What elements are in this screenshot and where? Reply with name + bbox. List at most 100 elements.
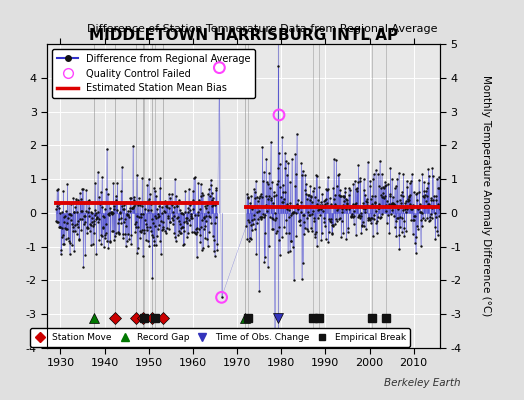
Point bbox=[198, 190, 206, 196]
Point bbox=[340, 198, 348, 204]
Point bbox=[250, 189, 259, 196]
Point bbox=[209, 195, 217, 202]
Point bbox=[377, 185, 385, 192]
Point bbox=[269, 200, 277, 206]
Point bbox=[378, 194, 387, 200]
Point bbox=[211, 202, 220, 208]
Point bbox=[266, 214, 274, 220]
Point bbox=[322, 196, 331, 202]
Point bbox=[294, 196, 302, 203]
Point bbox=[95, 201, 104, 207]
Point bbox=[106, 239, 114, 246]
Point bbox=[129, 204, 137, 210]
Point bbox=[97, 204, 106, 210]
Point bbox=[115, 208, 124, 215]
Point bbox=[74, 235, 83, 242]
Point bbox=[150, 184, 158, 191]
Point bbox=[409, 202, 417, 209]
Point bbox=[73, 197, 82, 203]
Point bbox=[417, 242, 425, 249]
Point bbox=[187, 210, 195, 217]
Point bbox=[394, 215, 402, 221]
Point bbox=[380, 183, 389, 189]
Point bbox=[299, 212, 308, 218]
Point bbox=[343, 200, 352, 206]
Point bbox=[370, 212, 378, 218]
Point bbox=[428, 205, 436, 212]
Legend: Station Move, Record Gap, Time of Obs. Change, Empirical Break: Station Move, Record Gap, Time of Obs. C… bbox=[30, 328, 410, 346]
Point bbox=[394, 176, 402, 182]
Point bbox=[263, 179, 271, 185]
Point bbox=[377, 170, 386, 177]
Point bbox=[186, 222, 194, 229]
Point bbox=[80, 213, 88, 220]
Point bbox=[145, 243, 154, 249]
Point bbox=[121, 216, 129, 222]
Point bbox=[114, 229, 123, 235]
Point bbox=[135, 235, 144, 241]
Point bbox=[435, 205, 444, 212]
Point bbox=[201, 223, 209, 230]
Point bbox=[148, 216, 156, 222]
Point bbox=[386, 191, 394, 197]
Point bbox=[366, 182, 374, 189]
Point bbox=[85, 228, 94, 234]
Point bbox=[378, 211, 387, 218]
Point bbox=[133, 213, 141, 220]
Point bbox=[127, 232, 136, 238]
Point bbox=[386, 193, 394, 199]
Point bbox=[398, 188, 407, 195]
Point bbox=[95, 194, 104, 200]
Point bbox=[294, 206, 303, 212]
Point bbox=[299, 260, 307, 266]
Point bbox=[154, 214, 162, 220]
Point bbox=[185, 207, 194, 214]
Point bbox=[428, 215, 436, 222]
Point bbox=[217, 294, 226, 300]
Point bbox=[107, 208, 116, 215]
Point bbox=[427, 197, 435, 203]
Point bbox=[290, 208, 299, 215]
Point bbox=[275, 150, 283, 156]
Point bbox=[261, 212, 269, 218]
Point bbox=[250, 186, 258, 192]
Point bbox=[363, 202, 371, 208]
Point bbox=[145, 175, 153, 182]
Point bbox=[165, 226, 173, 232]
Point bbox=[183, 220, 192, 226]
Point bbox=[298, 172, 307, 178]
Point bbox=[111, 233, 119, 239]
Point bbox=[159, 226, 168, 232]
Point bbox=[292, 210, 300, 216]
Point bbox=[124, 212, 133, 218]
Point bbox=[245, 219, 253, 225]
Point bbox=[366, 178, 375, 185]
Point bbox=[165, 191, 173, 198]
Point bbox=[248, 227, 256, 234]
Point bbox=[185, 217, 193, 223]
Point bbox=[284, 160, 292, 166]
Point bbox=[281, 164, 289, 171]
Point bbox=[68, 242, 77, 249]
Point bbox=[256, 214, 265, 220]
Point bbox=[212, 213, 220, 220]
Point bbox=[92, 216, 100, 222]
Point bbox=[429, 172, 437, 179]
Point bbox=[409, 189, 418, 196]
Point bbox=[171, 237, 180, 244]
Point bbox=[71, 203, 80, 210]
Point bbox=[387, 210, 395, 217]
Point bbox=[212, 184, 221, 191]
Point bbox=[298, 167, 307, 174]
Point bbox=[154, 226, 162, 232]
Point bbox=[370, 216, 378, 222]
Point bbox=[349, 181, 357, 188]
Point bbox=[320, 215, 328, 221]
Point bbox=[127, 240, 135, 247]
Point bbox=[172, 200, 180, 206]
Point bbox=[57, 250, 65, 257]
Point bbox=[359, 176, 368, 182]
Point bbox=[334, 172, 342, 178]
Point bbox=[113, 207, 121, 214]
Point bbox=[124, 208, 132, 214]
